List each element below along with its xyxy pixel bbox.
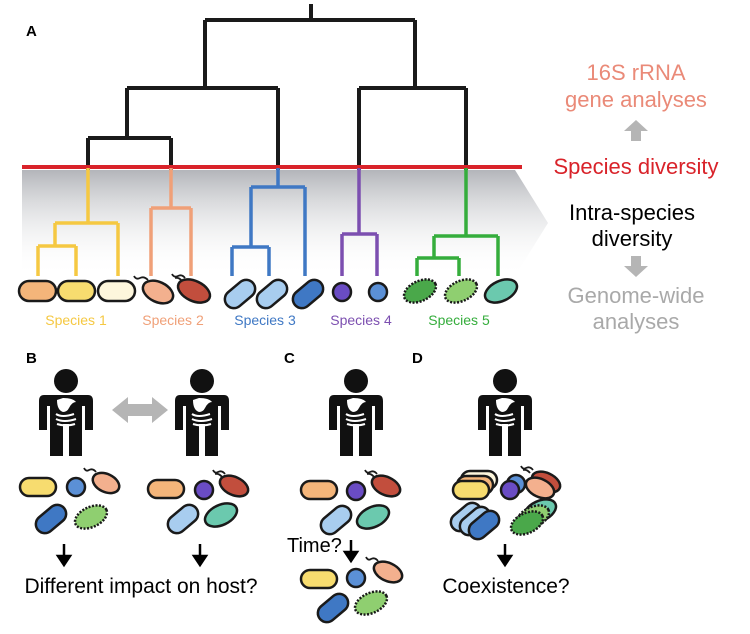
- panel-b-caption: Different impact on host?: [24, 575, 257, 598]
- panel-d-caption: Coexistence?: [442, 575, 569, 598]
- species-1-label: Species 1: [45, 312, 107, 328]
- species-2-tree: [149, 168, 193, 276]
- species-5-tree: [415, 168, 500, 276]
- bacteria-cluster-b1: [18, 467, 121, 535]
- bacteria-row: [17, 273, 519, 310]
- panel-b-letter: B: [26, 350, 37, 367]
- panel-c-letter: C: [284, 350, 295, 367]
- bacteria-cluster-d: [449, 465, 562, 541]
- panel-d-letter: D: [412, 350, 423, 367]
- species-diversity-label: Species diversity: [553, 154, 718, 179]
- species-5-label: Species 5: [428, 312, 490, 328]
- bacteria-cluster-c1: [299, 469, 402, 536]
- double-arrow-icon: [112, 397, 168, 423]
- rrna-label-line2: gene analyses: [565, 87, 707, 112]
- bacteria-cluster-b2: [146, 469, 250, 535]
- genome-wide-label-line2: analyses: [593, 309, 680, 334]
- person-icon: [38, 368, 94, 457]
- intra-species-shading: [22, 170, 548, 276]
- phylogenetic-tree-upper: [86, 4, 468, 170]
- genome-wide-label-line1: Genome-wide: [568, 283, 705, 308]
- person-icon: [328, 368, 384, 457]
- species-4-tree: [340, 168, 379, 276]
- up-arrow-icon: [624, 120, 648, 141]
- species-1-tree: [36, 168, 120, 276]
- person-icon: [477, 368, 533, 457]
- species-3-tree: [230, 168, 307, 276]
- down-arrow-icon: [55, 544, 209, 568]
- down-arrow-icon: [342, 540, 360, 564]
- species-4-label: Species 4: [330, 312, 392, 328]
- bacteria-cluster-c2: [299, 556, 404, 624]
- rrna-label-line1: 16S rRNA: [586, 60, 685, 85]
- down-arrow-icon: [624, 256, 648, 277]
- panel-a-letter: A: [26, 23, 37, 40]
- time-label: Time?: [287, 535, 342, 557]
- down-arrow-icon: [496, 544, 514, 568]
- intra-species-label-line2: diversity: [592, 226, 673, 251]
- species-3-label: Species 3: [234, 312, 296, 328]
- intra-species-label-line1: Intra-species: [569, 200, 695, 225]
- species-2-label: Species 2: [142, 312, 204, 328]
- person-icon: [174, 368, 230, 457]
